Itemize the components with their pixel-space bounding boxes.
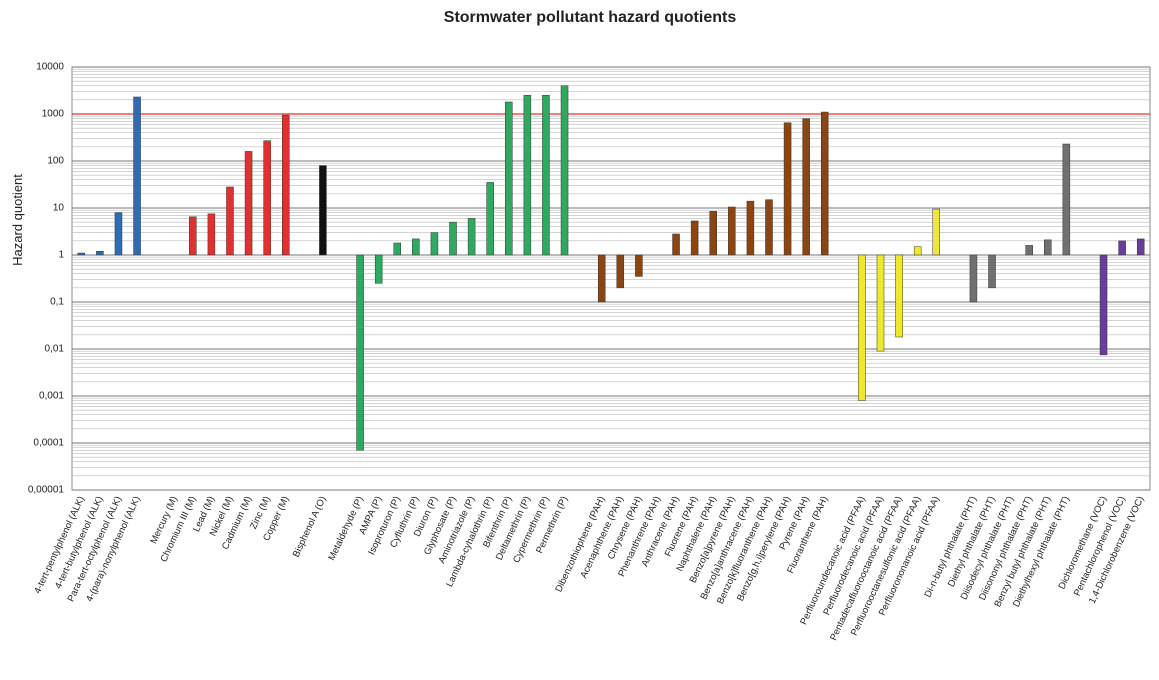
y-tick-label: 0,01 xyxy=(45,344,65,355)
y-tick-label: 100 xyxy=(47,156,64,167)
bar xyxy=(1025,245,1033,256)
y-tick-label: 0,0001 xyxy=(33,438,64,449)
y-tick-label: 0,00001 xyxy=(28,485,65,496)
y-tick-label: 0,1 xyxy=(50,297,64,308)
bar xyxy=(542,95,550,256)
bar xyxy=(988,254,996,289)
bar xyxy=(133,96,141,256)
bar xyxy=(77,252,86,256)
y-tick-label: 10000 xyxy=(36,62,64,73)
bar xyxy=(1118,240,1126,256)
bar xyxy=(746,200,755,256)
chart-title: Stormwater pollutant hazard quotients xyxy=(444,9,737,26)
bar xyxy=(858,254,866,401)
bar xyxy=(728,206,736,256)
bar xyxy=(560,85,569,256)
bar xyxy=(96,251,104,256)
y-tick-label: 1000 xyxy=(42,109,65,120)
bar xyxy=(969,254,978,303)
bar xyxy=(709,211,717,256)
bar xyxy=(1044,239,1052,256)
bar xyxy=(523,95,532,256)
bar xyxy=(783,122,792,256)
bar xyxy=(913,246,922,256)
y-tick-label: 10 xyxy=(53,203,65,214)
bar xyxy=(449,221,457,256)
bar xyxy=(393,242,402,256)
bar xyxy=(597,254,606,303)
bar xyxy=(690,220,699,256)
bar xyxy=(319,165,327,256)
bar xyxy=(281,114,290,256)
bar xyxy=(244,151,253,256)
bar xyxy=(820,111,829,256)
x-tick-label: Bisphenol A (O) xyxy=(291,495,329,559)
bar xyxy=(505,101,513,256)
bar xyxy=(467,218,476,256)
bar xyxy=(1099,254,1108,356)
bar xyxy=(263,140,271,256)
bar xyxy=(802,118,810,256)
bar xyxy=(672,233,680,256)
bar xyxy=(114,212,123,256)
bar xyxy=(895,254,903,338)
y-tick-label: 0,001 xyxy=(39,391,64,402)
bar xyxy=(765,199,773,256)
bar xyxy=(932,208,941,256)
bar xyxy=(616,254,625,289)
bar xyxy=(1136,238,1145,256)
bar xyxy=(486,182,494,256)
y-tick-label: 1 xyxy=(58,250,64,261)
bar xyxy=(430,232,439,256)
bar xyxy=(876,254,885,352)
bar xyxy=(1062,143,1071,256)
bar xyxy=(356,254,364,451)
y-axis-label: Hazard quotient xyxy=(10,174,25,266)
bar xyxy=(226,186,234,256)
bar xyxy=(189,216,197,256)
bar xyxy=(374,254,383,284)
bar xyxy=(412,238,420,256)
bar xyxy=(207,213,216,256)
bar xyxy=(635,254,643,277)
